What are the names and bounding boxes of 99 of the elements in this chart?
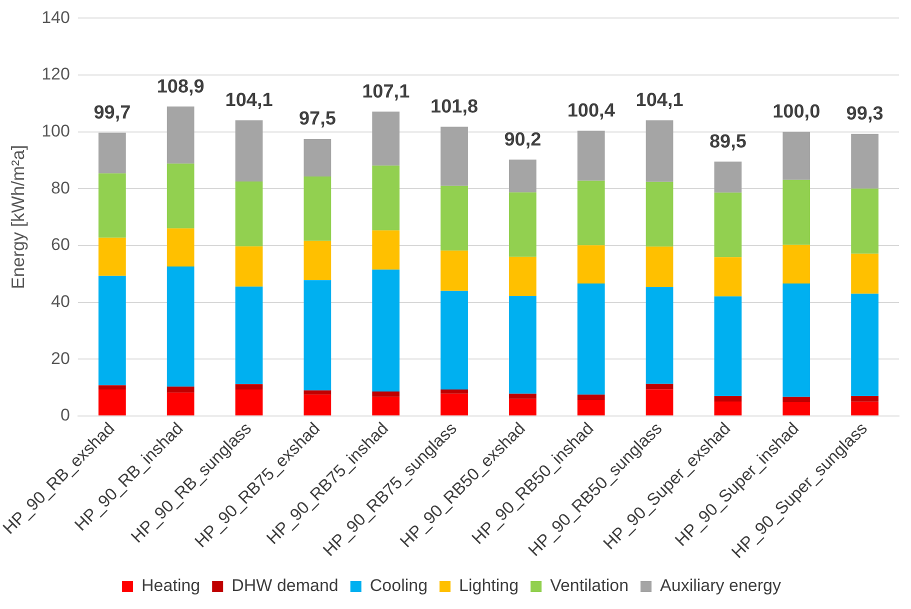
bar <box>372 270 400 392</box>
bar <box>851 402 878 416</box>
bar <box>782 180 810 245</box>
total-label: 100,0 <box>772 102 820 123</box>
bar <box>714 192 742 258</box>
legend-label: DHW demand <box>232 576 338 596</box>
bar <box>98 173 126 238</box>
bar <box>509 160 536 192</box>
y-tick-label: 80 <box>51 178 70 198</box>
bar <box>851 254 878 294</box>
legend-label: Ventilation <box>550 576 629 596</box>
bar <box>440 186 468 251</box>
bar <box>166 106 194 164</box>
total-label: 100,4 <box>567 100 616 122</box>
bar <box>577 394 605 400</box>
bar <box>646 286 674 384</box>
bar <box>304 394 332 416</box>
bar <box>782 244 810 284</box>
bar <box>782 132 810 180</box>
bar <box>851 396 878 402</box>
bar <box>166 228 194 266</box>
bar <box>98 238 126 276</box>
legend-label: Lighting <box>459 576 519 596</box>
bar <box>577 284 605 395</box>
total-label: 90,2 <box>504 129 542 150</box>
bar <box>304 390 332 395</box>
bar <box>372 391 400 397</box>
bar <box>304 280 332 390</box>
total-label: 107,1 <box>362 81 410 102</box>
bar <box>372 230 400 270</box>
bar <box>166 266 194 387</box>
bar <box>235 286 263 384</box>
bar <box>235 182 263 246</box>
y-tick-label: 60 <box>51 235 70 254</box>
bar <box>304 240 332 280</box>
bar <box>577 245 605 284</box>
bar <box>714 257 742 296</box>
bar <box>646 384 674 390</box>
bar <box>98 276 126 386</box>
bar <box>304 176 332 241</box>
bar <box>646 182 674 247</box>
bar <box>235 246 263 287</box>
bar <box>509 398 536 416</box>
bar <box>714 401 742 416</box>
bar <box>782 284 810 397</box>
y-tick-label: 120 <box>42 64 70 84</box>
bar <box>166 164 194 228</box>
bar <box>372 396 400 416</box>
bar <box>440 390 468 394</box>
bar <box>577 130 605 181</box>
bar <box>646 120 674 182</box>
bar <box>782 402 810 416</box>
bar <box>509 394 536 399</box>
bar <box>98 385 126 390</box>
bar <box>98 390 126 416</box>
bar <box>851 134 878 189</box>
bar <box>509 296 536 394</box>
bar <box>509 192 536 257</box>
bar <box>235 390 263 416</box>
total-label: 104,1 <box>225 90 274 111</box>
y-tick-label: 100 <box>42 122 70 141</box>
bar <box>235 120 263 182</box>
y-tick-label: 0 <box>60 406 70 425</box>
legend-label: Auxiliary energy <box>660 576 782 596</box>
bar <box>440 126 468 186</box>
y-axis-title: Energy [kWh/m²a] <box>8 145 28 290</box>
bar <box>577 400 605 416</box>
bar <box>372 112 400 166</box>
bar <box>714 396 742 402</box>
y-tick-label: 20 <box>51 348 70 368</box>
bar <box>372 166 400 230</box>
bar <box>509 256 536 296</box>
bar <box>166 392 194 416</box>
bar <box>166 386 194 393</box>
bar <box>714 162 742 193</box>
legend-label: Cooling <box>370 576 428 596</box>
y-tick-label: 40 <box>51 292 70 311</box>
bar <box>577 180 605 246</box>
total-label: 108,9 <box>156 76 204 98</box>
y-tick-label: 140 <box>42 8 70 27</box>
total-label: 104,1 <box>636 90 684 111</box>
total-label: 89,5 <box>709 131 747 152</box>
bar <box>851 188 878 254</box>
legend-label: Heating <box>142 576 200 596</box>
bar <box>98 132 126 174</box>
total-label: 101,8 <box>430 96 478 118</box>
total-label: 99,3 <box>846 104 884 125</box>
bar <box>440 250 468 291</box>
bar <box>714 296 742 396</box>
bar <box>235 384 263 390</box>
bar <box>646 246 674 287</box>
bar <box>646 389 674 416</box>
bar <box>851 294 878 396</box>
total-label: 99,7 <box>94 102 131 124</box>
bar <box>440 394 468 416</box>
bar <box>304 138 332 176</box>
bar <box>782 396 810 402</box>
bar <box>440 290 468 390</box>
total-label: 97,5 <box>298 108 336 130</box>
